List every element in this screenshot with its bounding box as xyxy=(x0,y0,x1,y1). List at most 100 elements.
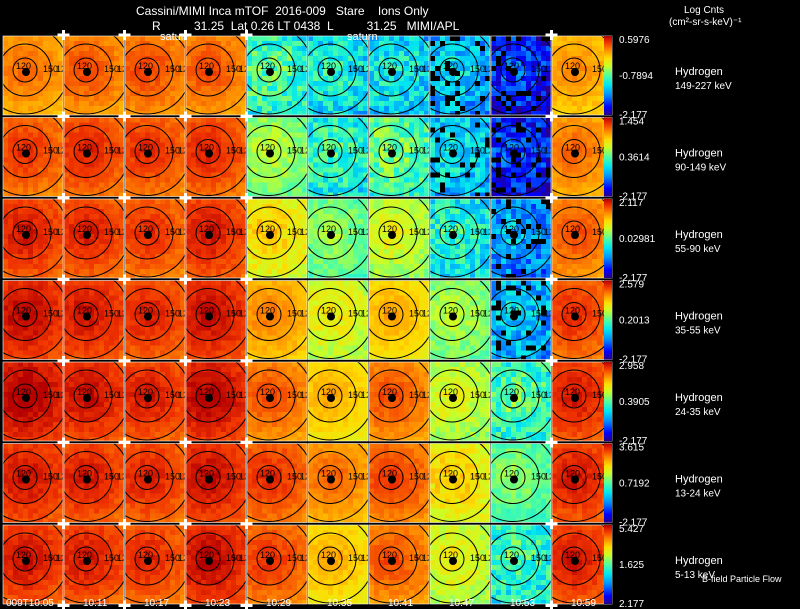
heatmap-cell xyxy=(206,106,211,111)
heatmap-cell xyxy=(358,167,363,173)
heatmap-cell xyxy=(119,214,124,219)
ring-label: 12 xyxy=(422,64,432,74)
heatmap-cell xyxy=(135,71,140,76)
heatmap-cell xyxy=(328,51,333,56)
heatmap-cell xyxy=(496,192,501,197)
heatmap-cell xyxy=(491,91,496,96)
heatmap-cell xyxy=(69,117,74,123)
heatmap-cell xyxy=(272,122,277,128)
heatmap-cell xyxy=(125,204,130,209)
heatmap-cell xyxy=(125,224,130,229)
heatmap-cell xyxy=(211,239,216,244)
heatmap-cell xyxy=(313,162,318,168)
heatmap-cell xyxy=(363,152,368,158)
heatmap-cell xyxy=(262,86,267,91)
heatmap-cell xyxy=(455,142,460,148)
heatmap-cell xyxy=(287,264,292,269)
heatmap-cell xyxy=(165,36,170,41)
heatmap-cell xyxy=(399,76,404,81)
planet-marker xyxy=(388,149,396,158)
heatmap-cell xyxy=(287,127,292,133)
heatmap-cell xyxy=(531,122,536,128)
heatmap-cell xyxy=(28,177,33,183)
heatmap-cell xyxy=(394,162,399,168)
heatmap-cell xyxy=(23,182,28,188)
heatmap-cell xyxy=(241,182,246,188)
heatmap-cell xyxy=(302,56,307,61)
heatmap-cell xyxy=(419,46,424,51)
heatmap-cell xyxy=(38,91,43,96)
heatmap-cell xyxy=(3,269,8,274)
heatmap-cell xyxy=(150,132,155,138)
heatmap-cell xyxy=(521,76,526,81)
heatmap-cell xyxy=(526,56,531,61)
heatmap-cell xyxy=(485,152,490,158)
heatmap-cell xyxy=(460,66,465,71)
heatmap-cell xyxy=(99,199,104,204)
heatmap-cell xyxy=(597,91,602,96)
heatmap-cell xyxy=(292,264,297,269)
heatmap-cell xyxy=(384,71,389,76)
heatmap-cell xyxy=(38,157,43,163)
heatmap-cell xyxy=(201,187,206,193)
ring-circle xyxy=(125,43,174,97)
heatmap-cell xyxy=(328,46,333,51)
heatmap-cell xyxy=(323,122,328,128)
heatmap-cell xyxy=(241,56,246,61)
heatmap-cell xyxy=(175,209,180,214)
heatmap-cell xyxy=(409,71,414,76)
heatmap-cell xyxy=(236,101,241,106)
heatmap-cell xyxy=(8,192,13,197)
heatmap-cell xyxy=(79,187,84,193)
heatmap-cell xyxy=(496,117,501,123)
heatmap-cell xyxy=(125,127,130,133)
heatmap-cell xyxy=(552,157,557,163)
heatmap-cell xyxy=(206,187,211,193)
heatmap-cell xyxy=(247,269,252,274)
heatmap-cell xyxy=(287,162,292,168)
heatmap-cell xyxy=(592,71,597,76)
heatmap-cell xyxy=(135,182,140,188)
heatmap-cell xyxy=(89,177,94,183)
heatmap-cell xyxy=(343,182,348,188)
heatmap-cell xyxy=(435,106,440,111)
heatmap-cell xyxy=(3,209,8,214)
heatmap-cell xyxy=(231,137,236,143)
heatmap-cell xyxy=(455,137,460,143)
heatmap-cell xyxy=(496,137,501,143)
heatmap-cell xyxy=(557,122,562,128)
heatmap-cell xyxy=(577,157,582,163)
heatmap-cell xyxy=(196,172,201,178)
heatmap-cell xyxy=(323,127,328,133)
heatmap-cell xyxy=(455,117,460,123)
heatmap-cell xyxy=(419,96,424,101)
heatmap-cell xyxy=(170,96,175,101)
heatmap-cell xyxy=(546,132,551,138)
heatmap-cell xyxy=(186,122,191,128)
heatmap-cell xyxy=(201,76,206,81)
heatmap-cell xyxy=(170,249,175,254)
heatmap-cell xyxy=(440,137,445,143)
heatmap-cell xyxy=(186,259,191,264)
heatmap-cell xyxy=(155,209,160,214)
heatmap-cell xyxy=(94,239,99,244)
heatmap-cell xyxy=(557,91,562,96)
heatmap-cell xyxy=(521,56,526,61)
heatmap-cell xyxy=(526,86,531,91)
heatmap-cell xyxy=(99,96,104,101)
heatmap-cell xyxy=(186,56,191,61)
heatmap-cell xyxy=(125,46,130,51)
heatmap-cell xyxy=(114,234,119,239)
heatmap-cell xyxy=(145,172,150,178)
heatmap-cell xyxy=(150,46,155,51)
heatmap-cell xyxy=(180,209,185,214)
heatmap-cell xyxy=(557,111,562,115)
heatmap-cell xyxy=(287,91,292,96)
heatmap-cell xyxy=(109,86,114,91)
heatmap-cell xyxy=(53,142,58,148)
heatmap-cell xyxy=(74,172,79,178)
heatmap-cell xyxy=(404,132,409,138)
heatmap-cell xyxy=(196,162,201,168)
heatmap-cell xyxy=(313,147,318,153)
